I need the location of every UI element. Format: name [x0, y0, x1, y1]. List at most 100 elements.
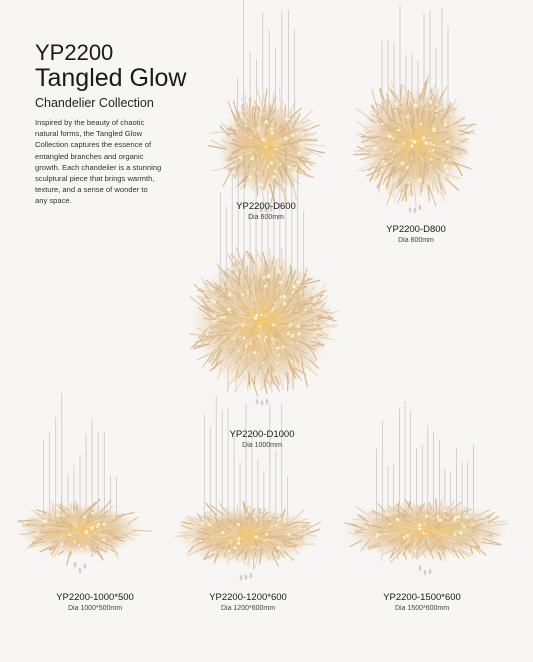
branch: [271, 353, 276, 369]
branch: [131, 529, 152, 532]
branch: [224, 507, 234, 518]
branch: [435, 498, 438, 511]
branch: [403, 508, 418, 518]
light: [97, 522, 101, 527]
branch: [218, 275, 225, 282]
branch: [195, 337, 214, 343]
branch: [278, 165, 287, 177]
branch: [270, 333, 278, 353]
branch: [254, 100, 262, 112]
branch: [90, 546, 96, 554]
branch: [203, 514, 211, 523]
light: [80, 547, 84, 551]
branch: [83, 514, 92, 528]
light: [297, 331, 302, 336]
branch: [273, 124, 280, 131]
branch: [273, 325, 293, 328]
branch: [382, 129, 390, 131]
branch: [279, 86, 281, 112]
branch: [274, 338, 284, 352]
branch: [99, 500, 112, 514]
light: [239, 156, 243, 159]
branch: [210, 130, 230, 134]
branch: [357, 121, 371, 132]
branch: [445, 511, 448, 521]
branch: [286, 136, 293, 143]
branch: [114, 512, 135, 518]
branch: [402, 84, 411, 99]
branch: [95, 515, 101, 521]
branch: [270, 150, 280, 167]
branch: [429, 170, 432, 180]
branch: [268, 146, 278, 149]
light: [432, 517, 435, 520]
branch: [211, 349, 223, 366]
light: [84, 529, 89, 534]
branch: [248, 351, 251, 364]
branch: [273, 524, 284, 530]
light: [291, 133, 295, 138]
branch: [221, 138, 232, 148]
light: [189, 538, 193, 542]
light: [263, 284, 267, 288]
branch: [184, 533, 193, 537]
branch: [421, 99, 425, 111]
branch: [241, 301, 250, 311]
branch: [433, 131, 448, 134]
crystal-drop: [423, 569, 427, 576]
branch: [216, 262, 226, 283]
light: [239, 555, 242, 558]
branch: [214, 516, 218, 524]
light: [295, 166, 298, 170]
light: [75, 522, 77, 525]
branch: [279, 297, 293, 305]
light: [277, 270, 281, 274]
light: [262, 138, 266, 142]
branch: [197, 328, 208, 339]
branch: [288, 543, 303, 548]
branch: [276, 101, 284, 126]
branch: [469, 545, 474, 555]
light: [41, 519, 44, 522]
branch: [297, 122, 314, 131]
branch: [464, 526, 483, 531]
branch: [304, 360, 313, 371]
light: [419, 122, 423, 126]
branch: [421, 505, 430, 517]
light: [287, 165, 291, 169]
light: [60, 542, 64, 546]
light: [418, 527, 422, 531]
branch: [457, 146, 465, 150]
branch: [483, 530, 493, 533]
light: [400, 161, 405, 166]
branch: [201, 299, 211, 310]
light: [249, 136, 252, 139]
branch: [403, 508, 407, 516]
light: [212, 300, 217, 304]
branch: [203, 306, 211, 314]
branch: [397, 107, 404, 114]
light: [394, 109, 397, 113]
light: [443, 509, 446, 513]
light: [212, 319, 216, 324]
branch: [75, 500, 79, 515]
branch: [231, 110, 242, 130]
branch: [280, 247, 284, 271]
branch: [210, 505, 225, 516]
collection-code: YP2200: [35, 40, 114, 65]
branch: [316, 315, 329, 319]
light: [445, 139, 450, 144]
branch: [478, 533, 493, 538]
branch: [271, 553, 280, 560]
branch: [70, 516, 76, 526]
branch: [317, 294, 329, 307]
light: [279, 295, 282, 298]
branch: [418, 505, 423, 518]
product-size: Dia 1500*600mm: [394, 605, 450, 612]
branch: [29, 522, 41, 527]
light: [316, 330, 320, 334]
light: [403, 142, 406, 145]
branch: [302, 337, 311, 350]
branch: [474, 545, 487, 556]
